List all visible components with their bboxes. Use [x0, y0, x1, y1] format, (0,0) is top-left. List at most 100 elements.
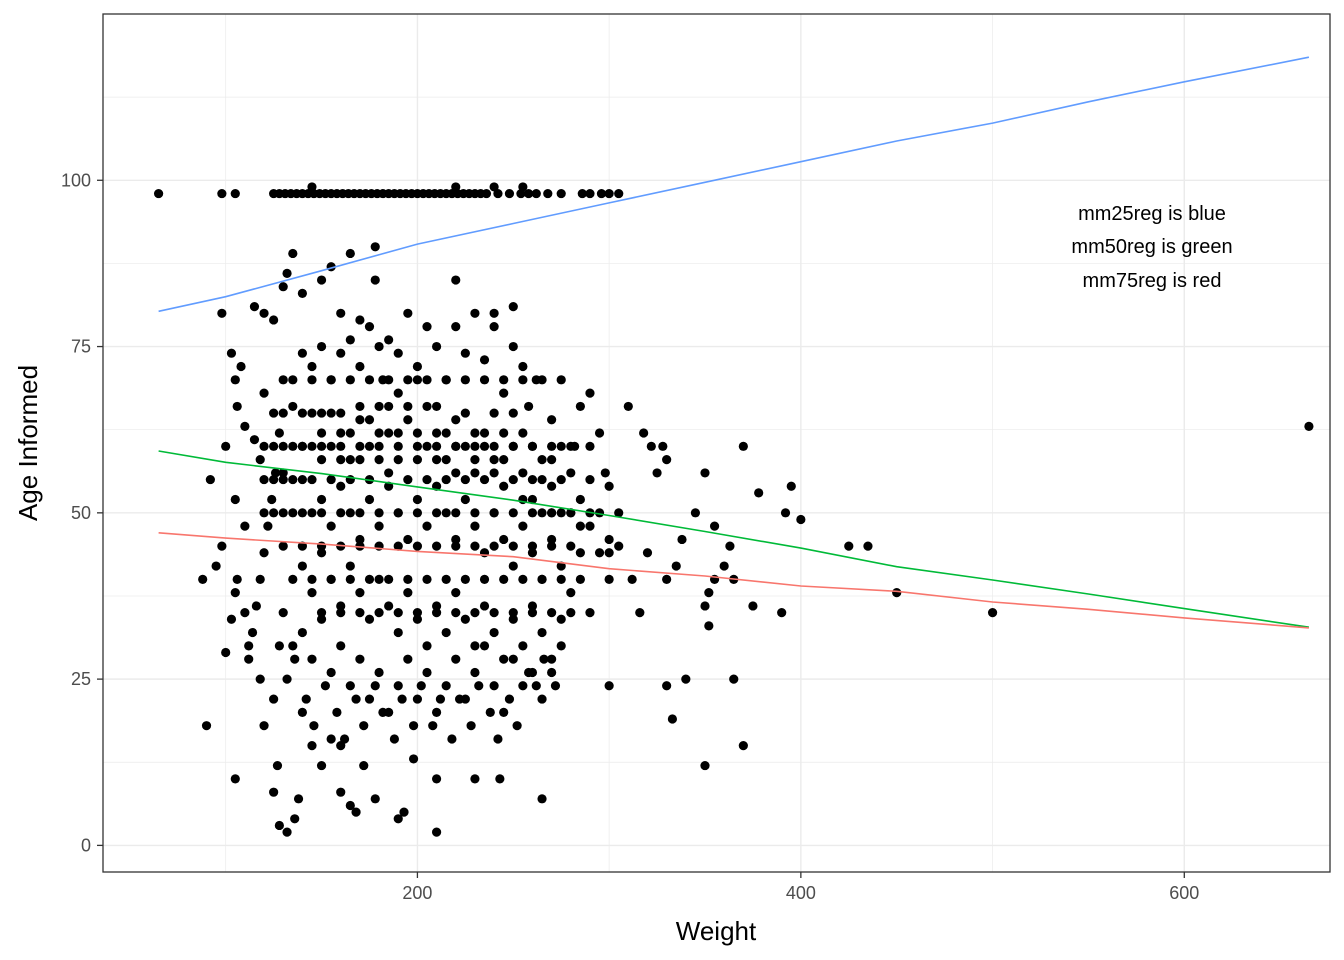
data-point [288, 508, 298, 518]
data-point [422, 441, 432, 451]
data-point [709, 521, 720, 531]
data-point [524, 667, 534, 678]
data-point [527, 601, 538, 611]
data-point [370, 681, 380, 691]
data-point [247, 627, 258, 638]
data-point [431, 774, 442, 784]
data-point [290, 814, 300, 824]
data-point [307, 654, 317, 664]
data-point [316, 614, 327, 624]
data-point [508, 654, 518, 664]
data-points [153, 182, 1314, 837]
data-point [326, 574, 336, 584]
data-point [336, 601, 346, 611]
data-point [269, 315, 279, 325]
data-point [336, 481, 346, 491]
data-point [460, 614, 470, 624]
data-point [393, 441, 403, 451]
data-point [278, 468, 288, 478]
y-tick-label: 25 [71, 669, 91, 689]
data-point [403, 654, 413, 664]
data-point [259, 721, 269, 731]
data-point [451, 654, 461, 664]
data-point [662, 574, 672, 584]
data-point [550, 681, 561, 691]
data-point [269, 508, 279, 518]
data-point [575, 574, 585, 584]
data-point [316, 494, 327, 505]
data-point [527, 474, 538, 485]
data-point [499, 428, 509, 438]
y-tick-label: 75 [71, 337, 91, 357]
data-point [384, 468, 394, 478]
data-point [460, 348, 470, 358]
data-point [374, 508, 384, 518]
data-point [547, 534, 557, 545]
data-point [748, 601, 758, 611]
plot-border [102, 13, 1331, 873]
data-point [364, 574, 375, 584]
data-point [479, 428, 490, 438]
data-point [389, 734, 400, 744]
data-point [451, 322, 461, 332]
data-point [527, 494, 538, 505]
data-point [278, 608, 288, 618]
data-point [416, 681, 426, 691]
data-point [230, 375, 240, 385]
data-point [585, 474, 595, 485]
data-point [585, 608, 595, 618]
data-point [556, 188, 566, 199]
data-point [642, 548, 653, 558]
data-point [412, 508, 423, 518]
data-point [364, 694, 375, 704]
data-point [364, 322, 375, 332]
data-point [470, 468, 480, 478]
data-point [600, 468, 610, 478]
data-point [499, 534, 509, 545]
mm50reg-line [158, 450, 1310, 628]
data-point [537, 694, 547, 704]
data-point [531, 681, 541, 691]
data-point [786, 481, 796, 491]
data-point [384, 335, 394, 345]
data-point [211, 561, 221, 571]
data-point [297, 627, 307, 638]
x-axis-ticks: 200 400 600 [402, 872, 1199, 903]
data-point [671, 561, 681, 571]
data-point [412, 428, 423, 438]
data-point [556, 375, 566, 385]
data-point [556, 441, 566, 451]
data-point [431, 441, 442, 451]
data-point [244, 654, 254, 664]
data-point [297, 474, 307, 485]
data-point [288, 441, 298, 451]
data-point [263, 521, 273, 531]
data-point [316, 275, 327, 285]
data-point [451, 541, 461, 551]
data-point [412, 614, 423, 624]
data-point [384, 574, 394, 584]
data-point [585, 388, 595, 398]
data-point [251, 601, 261, 611]
data-point [508, 408, 518, 418]
data-point [236, 361, 246, 372]
data-point [355, 441, 365, 451]
data-point [451, 275, 461, 285]
data-point [537, 508, 547, 518]
data-point [217, 188, 227, 199]
data-point [351, 694, 361, 704]
data-point [351, 807, 361, 817]
data-point [403, 574, 413, 584]
data-point [355, 315, 365, 325]
data-point [316, 341, 327, 352]
data-point [393, 541, 403, 551]
data-point [547, 654, 557, 664]
data-point [336, 608, 346, 618]
data-point [403, 588, 413, 598]
data-point [504, 694, 515, 704]
data-point [431, 707, 442, 717]
data-point [384, 601, 394, 611]
data-point [489, 308, 499, 318]
data-point [412, 694, 423, 704]
data-point [288, 474, 298, 485]
